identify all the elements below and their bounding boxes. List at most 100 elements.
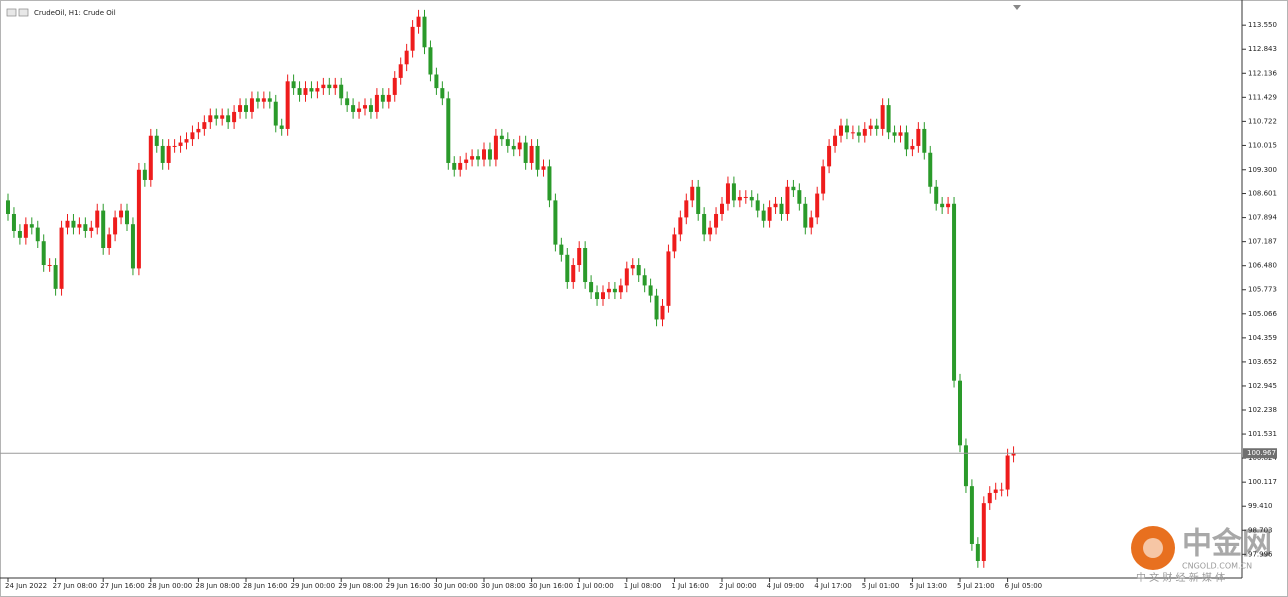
candle-body	[255, 98, 260, 102]
y-tick-label: 112.136	[1248, 69, 1277, 77]
candle-body	[77, 224, 82, 228]
candle-body	[196, 128, 201, 133]
candle-body	[606, 288, 611, 293]
candle-body	[476, 156, 481, 160]
candle-body	[1005, 455, 1010, 490]
candle-body	[273, 101, 278, 126]
x-tick-label: 30 Jun 08:00	[481, 582, 525, 590]
candle-body	[493, 135, 498, 160]
candle-body	[898, 132, 903, 136]
candle-body	[238, 105, 243, 112]
candle-body	[743, 196, 748, 198]
y-tick-label: 107.187	[1248, 238, 1277, 246]
y-tick-label: 111.429	[1248, 93, 1277, 101]
candle-body	[749, 196, 754, 201]
candle-body	[952, 203, 957, 381]
candle-body	[714, 213, 719, 228]
candle-body	[779, 203, 784, 214]
x-tick-label: 1 Jul 16:00	[671, 582, 709, 590]
candle-body	[595, 292, 600, 300]
candle-body	[523, 142, 528, 163]
candle-body	[630, 265, 635, 269]
x-tick-label: 4 Jul 09:00	[767, 582, 805, 590]
candle-body	[529, 145, 534, 163]
candle-body	[35, 227, 40, 242]
candle-body	[53, 265, 58, 289]
candle-body	[773, 203, 778, 208]
candle-body	[249, 98, 254, 112]
candle-body	[380, 94, 385, 102]
candle-body	[446, 98, 451, 163]
candle-body	[761, 210, 766, 221]
candle-body	[267, 98, 272, 102]
brand-site: CNGOLD.COM.CN	[1182, 562, 1252, 571]
candle-body	[785, 186, 790, 214]
x-tick-label: 28 Jun 00:00	[148, 582, 192, 590]
candle-body	[458, 162, 463, 170]
candle-body	[660, 305, 665, 320]
candle-body	[398, 64, 403, 78]
y-tick-label: 106.480	[1248, 262, 1277, 270]
candle-body	[428, 47, 433, 75]
candle-body	[1011, 453, 1016, 456]
candle-body	[547, 166, 552, 201]
y-tick-label: 103.652	[1248, 358, 1277, 366]
branding: 中金网 CNGOLD.COM.CN 中 文 财 经 新 媒 体	[1131, 526, 1272, 584]
candle-body	[487, 149, 492, 160]
price-label: 100.967	[1247, 449, 1276, 457]
candle-body	[261, 98, 266, 102]
candle-body	[880, 105, 885, 129]
candle-body	[410, 26, 415, 51]
candle-body	[119, 210, 124, 218]
candle-body	[946, 203, 951, 208]
candles	[6, 9, 1016, 568]
candle-body	[577, 248, 582, 266]
candle-body	[571, 265, 576, 283]
candle-body	[642, 275, 647, 286]
candle-body	[464, 159, 469, 163]
candle-body	[827, 145, 832, 167]
y-tick-label: 99.410	[1248, 502, 1273, 510]
candle-body	[856, 132, 861, 136]
y-tick-label: 110.015	[1248, 141, 1277, 149]
candle-body	[940, 203, 945, 208]
candle-body	[791, 186, 796, 191]
candle-body	[821, 166, 826, 194]
candle-body	[511, 145, 516, 150]
chart-title: CrudeOil, H1: Crude Oil	[34, 9, 116, 17]
candle-body	[648, 285, 653, 296]
candle-body	[975, 543, 980, 561]
candle-body	[666, 251, 671, 306]
x-tick-label: 6 Jul 05:00	[1005, 582, 1043, 590]
candle-body	[583, 248, 588, 283]
candle-body	[612, 288, 617, 293]
candle-body	[874, 125, 879, 129]
candle-body	[333, 84, 338, 89]
y-tick-label: 105.773	[1248, 286, 1277, 294]
y-tick-label: 100.117	[1248, 478, 1277, 486]
candle-body	[107, 234, 112, 249]
candle-body	[279, 125, 284, 129]
candle-body	[708, 227, 713, 235]
candle-body	[422, 16, 427, 48]
y-tick-label: 102.238	[1248, 406, 1277, 414]
candle-body	[624, 268, 629, 286]
y-tick-label: 105.066	[1248, 310, 1277, 318]
candle-body	[226, 115, 231, 123]
symbol-icon	[18, 8, 29, 17]
candle-body	[987, 492, 992, 504]
candle-body	[886, 105, 891, 133]
x-tick-label: 27 Jun 16:00	[100, 582, 144, 590]
candle-body	[910, 145, 915, 150]
candle-body	[969, 486, 974, 544]
candle-body	[386, 94, 391, 102]
candle-body	[6, 200, 10, 214]
candle-body	[589, 282, 594, 293]
candle-body	[214, 115, 219, 119]
candle-body	[184, 139, 189, 143]
x-tick-label: 29 Jun 00:00	[291, 582, 335, 590]
candle-body	[374, 94, 379, 112]
candle-body	[565, 254, 570, 283]
candle-body	[416, 16, 421, 27]
